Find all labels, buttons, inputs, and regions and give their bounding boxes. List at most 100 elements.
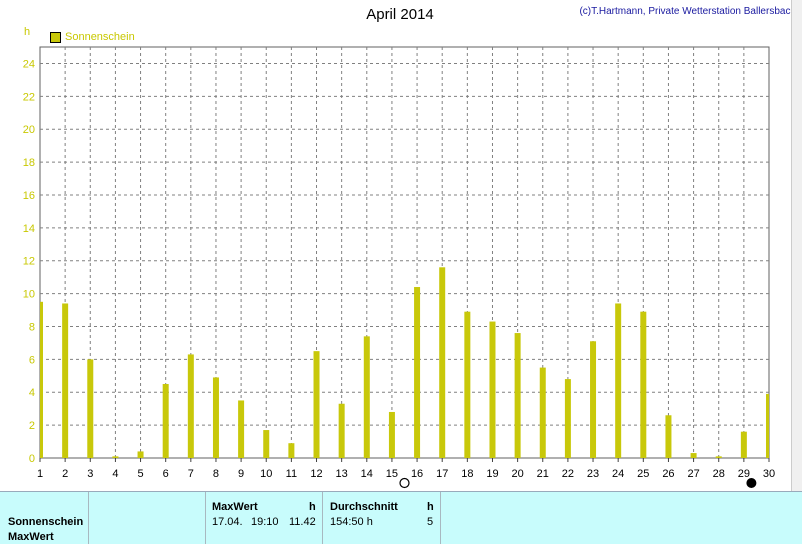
bar-day-15 bbox=[388, 411, 395, 458]
y-tick-label: 10 bbox=[23, 289, 35, 301]
bar-day-18 bbox=[464, 311, 471, 458]
x-tick-label: 24 bbox=[612, 468, 624, 480]
durchschnitt-value: 154:50 h bbox=[330, 516, 373, 528]
x-tick-label: 1 bbox=[37, 468, 43, 480]
bar-day-24 bbox=[615, 303, 622, 458]
bar-day-12 bbox=[313, 351, 320, 458]
bar-day-11 bbox=[288, 443, 295, 458]
x-tick-label: 19 bbox=[486, 468, 498, 480]
y-tick-label: 0 bbox=[29, 453, 35, 465]
y-tick-label: 16 bbox=[23, 190, 35, 202]
chart-title: April 2014 bbox=[366, 6, 434, 23]
summary-panel: Sonnenschein MaxWert MaxWert h 17.04. 19… bbox=[0, 491, 802, 544]
bar-day-9 bbox=[238, 400, 245, 458]
x-tick-label: 23 bbox=[587, 468, 599, 480]
maxwert-unit: h bbox=[309, 501, 316, 513]
x-tick-label: 4 bbox=[112, 468, 118, 480]
x-tick-label: 18 bbox=[461, 468, 473, 480]
maxwert-column: MaxWert h 17.04. 19:10 11.42 bbox=[206, 492, 323, 544]
x-tick-label: 10 bbox=[260, 468, 272, 480]
y-axis-unit: h bbox=[24, 26, 31, 38]
y-tick-label: 14 bbox=[23, 223, 35, 235]
x-tick-label: 20 bbox=[511, 468, 523, 480]
x-tick-label: 9 bbox=[238, 468, 244, 480]
y-tick-label: 20 bbox=[23, 124, 35, 136]
x-tick-label: 26 bbox=[662, 468, 674, 480]
x-tick-label: 30 bbox=[763, 468, 775, 480]
y-tick-label: 12 bbox=[23, 256, 35, 268]
x-tick-label: 14 bbox=[361, 468, 373, 480]
x-tick-label: 3 bbox=[87, 468, 93, 480]
legend-swatch bbox=[50, 31, 61, 43]
scrollbar[interactable] bbox=[791, 0, 802, 491]
empty-column bbox=[89, 492, 206, 544]
y-tick-label: 8 bbox=[29, 321, 35, 333]
full-moon-icon bbox=[399, 477, 410, 489]
bar-day-28 bbox=[715, 456, 722, 458]
x-tick-labels: 1 2 3 4 5 6 7 8 9 10 11 12 13 14 15 16 17 18 19 20 21 22 23 24 2… bbox=[37, 468, 775, 480]
x-tick-label: 15 bbox=[386, 468, 398, 480]
moon-markers bbox=[399, 477, 757, 489]
x-tick-label: 2 bbox=[62, 468, 68, 480]
maxwert-header: MaxWert bbox=[212, 501, 258, 513]
bar-day-13 bbox=[338, 403, 345, 458]
label-column: Sonnenschein MaxWert bbox=[0, 492, 89, 544]
new-moon-icon bbox=[746, 478, 757, 488]
chart-grid bbox=[39, 46, 770, 462]
bar-day-8 bbox=[212, 377, 219, 458]
maxwert-value: 11.42 bbox=[289, 516, 316, 528]
x-tick-label: 12 bbox=[310, 468, 322, 480]
x-tick-label: 21 bbox=[537, 468, 549, 480]
durchschnitt-count: 5 bbox=[427, 516, 434, 528]
x-tick-label: 7 bbox=[188, 468, 194, 480]
x-tick-label: 13 bbox=[336, 468, 348, 480]
durchschnitt-unit: h bbox=[427, 501, 434, 513]
x-tick-label: 11 bbox=[286, 468, 297, 480]
bar-day-14 bbox=[363, 336, 370, 458]
x-tick-label: 17 bbox=[436, 468, 448, 480]
y-tick-label: 24 bbox=[23, 58, 35, 70]
bar-day-17 bbox=[439, 267, 446, 458]
bar-day-5 bbox=[137, 451, 144, 458]
maxwert-date: 17.04. bbox=[212, 516, 243, 528]
x-tick-label: 29 bbox=[738, 468, 750, 480]
bar-day-30 bbox=[766, 393, 769, 458]
bar-day-25 bbox=[640, 311, 647, 458]
y-tick-label: 6 bbox=[29, 354, 35, 366]
bar-day-21 bbox=[539, 367, 546, 458]
x-tick-label: 28 bbox=[713, 468, 725, 480]
legend: Sonnenschein bbox=[50, 31, 135, 43]
bar-day-10 bbox=[263, 430, 270, 458]
y-tick-label: 22 bbox=[23, 91, 35, 103]
y-tick-label: 18 bbox=[23, 157, 35, 169]
bar-day-4 bbox=[112, 456, 119, 458]
bar-day-19 bbox=[489, 321, 496, 458]
x-tick-label: 25 bbox=[637, 468, 649, 480]
row-label-maxwert: MaxWert bbox=[8, 531, 54, 543]
copyright-text: (c)T.Hartmann, Private Wetterstation Bal… bbox=[579, 6, 796, 17]
bar-day-16 bbox=[414, 287, 421, 458]
y-tick-label: 2 bbox=[29, 420, 35, 432]
row-label-sonnenschein: Sonnenschein bbox=[8, 516, 84, 528]
x-tick-label: 5 bbox=[137, 468, 143, 480]
bar-day-22 bbox=[564, 379, 571, 458]
legend-label: Sonnenschein bbox=[65, 31, 135, 43]
plot-frame bbox=[39, 46, 770, 459]
x-tick-label: 22 bbox=[562, 468, 574, 480]
bar-day-26 bbox=[665, 415, 672, 458]
durchschnitt-column: Durchschnitt h 154:50 h 5 bbox=[323, 492, 441, 544]
x-tick-label: 8 bbox=[213, 468, 219, 480]
bar-day-29 bbox=[740, 431, 747, 458]
bar-day-27 bbox=[690, 453, 697, 458]
bar-day-20 bbox=[514, 333, 521, 458]
x-tick-label: 16 bbox=[411, 468, 423, 480]
bar-day-23 bbox=[590, 341, 597, 458]
bar-day-6 bbox=[162, 384, 169, 458]
bar-day-7 bbox=[187, 354, 194, 458]
x-tick-label: 27 bbox=[687, 468, 699, 480]
maxwert-time: 19:10 bbox=[251, 516, 279, 528]
y-tick-label: 4 bbox=[29, 387, 35, 399]
bar-day-1 bbox=[40, 301, 43, 458]
